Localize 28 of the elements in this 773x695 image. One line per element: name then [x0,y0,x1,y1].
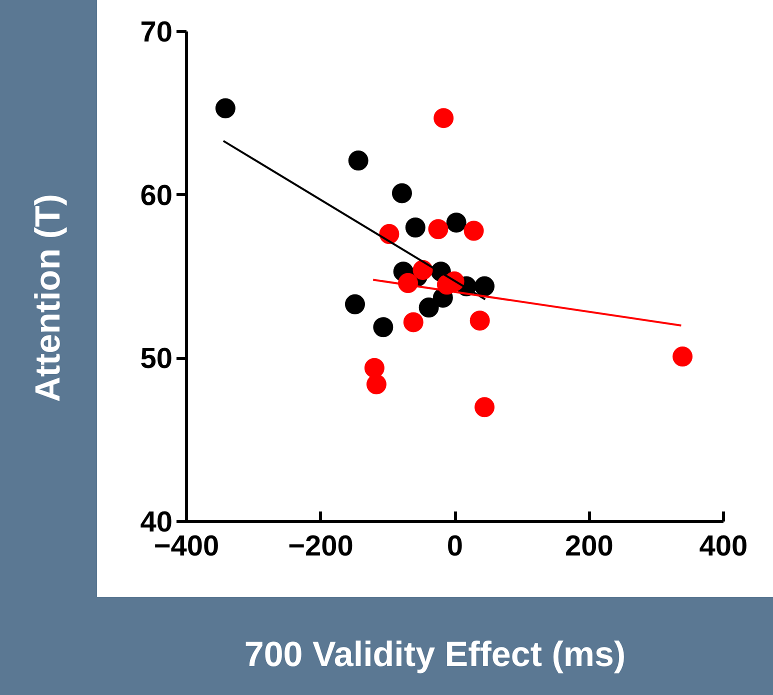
point [474,397,495,418]
x-tick-label: 200 [565,530,614,562]
point [446,212,466,233]
point [428,219,448,240]
x-axis-title: 700 Validity Effect (ms) [243,634,627,676]
point [373,317,394,338]
x-tick-label: 400 [699,530,748,562]
y-axis-title: Attention (T) [28,194,68,404]
point [412,260,433,280]
y-tick-label: 70 [140,16,173,48]
point [392,183,412,204]
point [418,298,439,318]
point [366,374,386,394]
point [434,108,454,128]
point [344,294,365,314]
point [364,358,384,378]
point [215,98,236,118]
point [672,346,693,367]
y-tick-label: 50 [140,343,173,376]
point [470,310,490,331]
point [474,276,495,296]
point [464,220,484,241]
point [405,218,426,238]
y-tick-label: 60 [140,180,173,212]
x-tick-label: −200 [288,530,354,562]
point [403,312,424,332]
x-tick-label: 0 [446,530,464,562]
point [348,150,368,171]
